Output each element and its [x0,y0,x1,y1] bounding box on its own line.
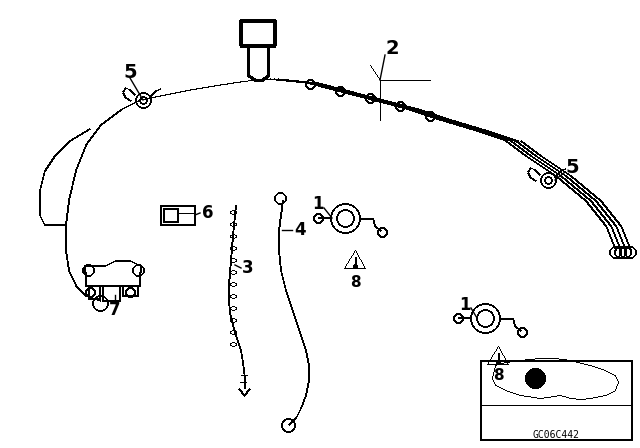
Text: 1: 1 [312,195,324,213]
Text: GC06C442: GC06C442 [532,430,579,440]
Text: 1: 1 [460,296,471,314]
Text: 6: 6 [202,204,214,222]
Text: 8: 8 [349,275,360,289]
Text: 3: 3 [242,259,254,277]
Text: 5: 5 [123,63,137,82]
Text: 2: 2 [385,39,399,57]
Text: 5: 5 [565,158,579,177]
Text: 4: 4 [294,221,306,239]
Text: 7: 7 [109,301,121,319]
Text: 8: 8 [493,367,503,383]
